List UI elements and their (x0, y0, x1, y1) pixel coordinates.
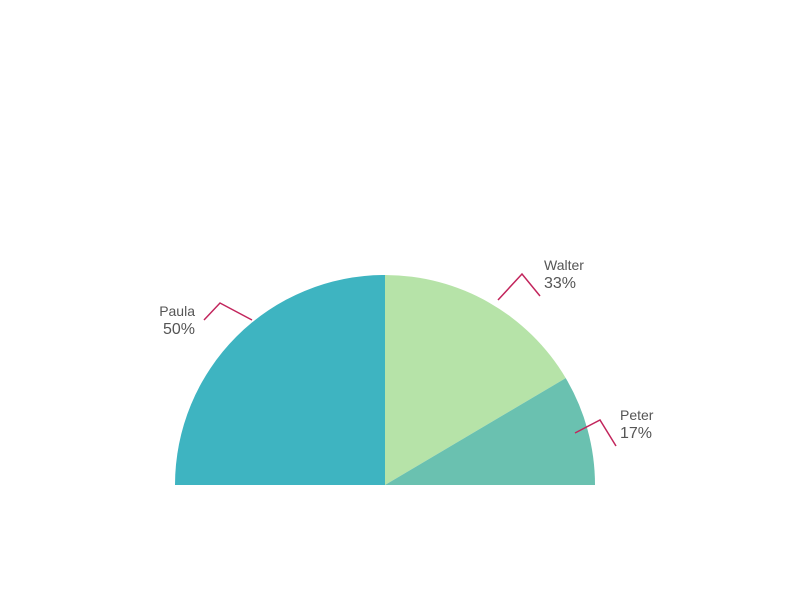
slice-name: Walter (544, 256, 584, 274)
leader-line-paula (204, 303, 252, 320)
pie-slice-paula (175, 275, 385, 485)
slice-percent: 50% (159, 320, 195, 341)
slice-label-walter: Walter33% (544, 256, 584, 295)
chart-svg (0, 0, 800, 600)
slice-label-peter: Peter17% (620, 406, 653, 445)
slice-percent: 17% (620, 424, 653, 445)
slice-name: Peter (620, 406, 653, 424)
semi-pie-chart: Paula50% Walter33% Peter17% (0, 0, 800, 600)
slice-label-paula: Paula50% (159, 302, 195, 341)
leader-line-walter (498, 274, 540, 300)
slice-percent: 33% (544, 274, 584, 295)
slice-name: Paula (159, 302, 195, 320)
